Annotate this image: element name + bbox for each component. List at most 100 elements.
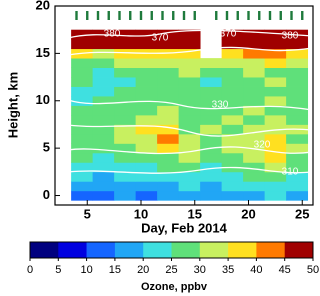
colorbar-swatch xyxy=(58,242,87,258)
contour-cell xyxy=(157,67,180,78)
contour-cell xyxy=(71,105,94,116)
contour-cell xyxy=(264,143,287,154)
x-tick-label: 15 xyxy=(188,206,202,221)
contour-cell xyxy=(157,133,180,144)
contour-cell xyxy=(200,77,223,87)
contour-field xyxy=(71,29,309,201)
contour-cell xyxy=(243,77,266,87)
contour-cell xyxy=(178,171,201,182)
contour-cell xyxy=(200,86,223,97)
contour-cell xyxy=(286,114,309,125)
contour-cell xyxy=(200,114,223,125)
isentrope-line xyxy=(67,99,313,111)
contour-cell xyxy=(71,96,94,106)
y-tick-label: 5 xyxy=(43,140,50,155)
contour-cell xyxy=(92,96,115,106)
contour-cell xyxy=(243,171,266,182)
colorbar-swatch xyxy=(256,242,285,258)
contour-cell xyxy=(221,152,244,163)
contour-cell xyxy=(92,124,115,135)
contour-cell xyxy=(264,171,287,182)
contour-cell xyxy=(114,124,137,135)
contour-cell xyxy=(71,58,94,68)
contour-cell xyxy=(264,190,287,201)
contour-cell xyxy=(135,29,158,40)
contour-cell xyxy=(114,58,137,68)
launch-marker xyxy=(268,11,272,20)
contour-label: 310 xyxy=(282,167,299,178)
launch-marker xyxy=(258,11,261,20)
contour-cell xyxy=(178,181,201,192)
contour-cell xyxy=(200,181,223,192)
contour-cell xyxy=(157,86,180,97)
contour-cell xyxy=(178,143,201,154)
contour-cell xyxy=(243,29,266,40)
contour-cell xyxy=(264,181,287,192)
contour-cell xyxy=(178,67,201,78)
contour-label: 370 xyxy=(152,33,169,44)
contour-label: 320 xyxy=(254,140,271,151)
contour-cell xyxy=(221,105,244,116)
contour-cell xyxy=(221,171,244,182)
contour-cell xyxy=(178,162,201,173)
contour-cell xyxy=(243,67,266,78)
contour-cell xyxy=(264,58,287,68)
contour-cell xyxy=(221,86,244,97)
contour-cell xyxy=(157,29,180,40)
launch-marker xyxy=(279,11,282,20)
colorbar-swatch xyxy=(143,242,172,258)
contour-cell xyxy=(286,77,309,87)
contour-cell xyxy=(221,143,244,154)
launch-marker xyxy=(75,11,78,20)
colorbar-tick-label: 20 xyxy=(137,264,149,276)
contour-cell xyxy=(92,48,115,59)
plot-frame xyxy=(54,5,314,206)
contour-cell xyxy=(286,48,309,59)
contour-cell xyxy=(264,133,287,144)
contour-cell xyxy=(114,105,137,116)
contour-cell xyxy=(200,152,223,163)
contour-cell xyxy=(157,105,180,116)
contour-cell xyxy=(243,124,266,135)
contour-cell xyxy=(178,190,201,201)
contour-cell xyxy=(200,171,223,182)
contour-cell xyxy=(135,67,158,78)
contour-cell xyxy=(135,39,158,50)
contour-cell xyxy=(71,181,94,192)
contour-cell xyxy=(92,162,115,173)
contour-cell xyxy=(286,86,309,97)
contour-cell xyxy=(178,77,201,87)
contour-cell xyxy=(286,143,309,154)
colorbar-tick-label: 45 xyxy=(279,264,291,276)
contour-cell xyxy=(243,114,266,125)
contour-cell xyxy=(114,181,137,192)
colorbar-swatch xyxy=(86,242,116,258)
contour-cell xyxy=(178,86,201,97)
contour-cell xyxy=(71,143,94,154)
contour-cell xyxy=(243,86,266,97)
launch-marker xyxy=(290,11,293,20)
contour-cell xyxy=(135,77,158,87)
contour-cell xyxy=(92,152,115,163)
contour-cell xyxy=(243,48,266,59)
contour-cell xyxy=(286,105,309,116)
contour-cell xyxy=(178,48,201,59)
colorbar-tick-label: 10 xyxy=(80,264,92,276)
contour-cell xyxy=(243,105,266,116)
contour-cell xyxy=(135,162,158,173)
isentrope-line xyxy=(67,46,313,56)
contour-cell xyxy=(71,67,94,78)
contour-cell xyxy=(157,114,180,125)
colorbar-tick-label: 25 xyxy=(165,264,177,276)
contour-cell xyxy=(243,133,266,144)
contour-cell xyxy=(157,58,180,68)
contour-label: 380 xyxy=(282,31,299,42)
contour-cell xyxy=(157,96,180,106)
contour-cell xyxy=(92,39,115,50)
x-axis-label: Day, Feb 2014 xyxy=(141,220,228,235)
contour-cell xyxy=(221,58,244,68)
contour-cell xyxy=(92,133,115,144)
colorbar-tick-label: 30 xyxy=(194,264,206,276)
contour-cell xyxy=(92,181,115,192)
contour-cell xyxy=(221,96,244,106)
